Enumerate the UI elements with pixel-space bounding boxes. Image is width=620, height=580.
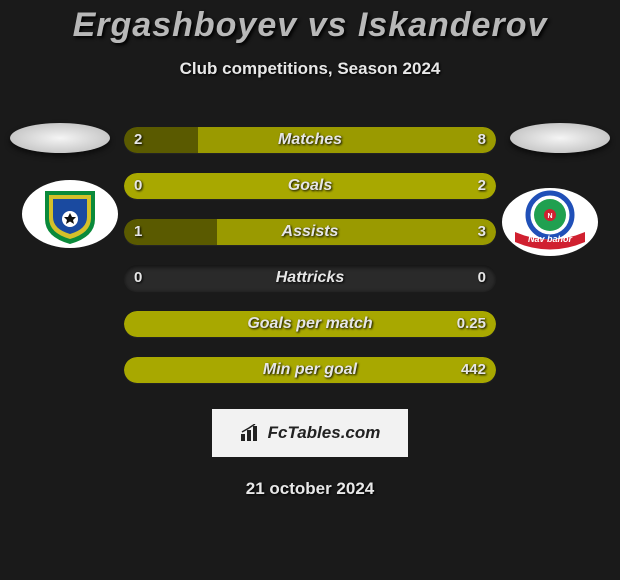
- stat-row: 28Matches: [124, 127, 496, 153]
- stat-value-left: 0: [134, 265, 142, 291]
- player-right-avatar: [510, 123, 610, 153]
- stat-value-left: 2: [134, 127, 142, 153]
- team-crest-right: N Nav bahor: [500, 187, 600, 257]
- chart-icon: [240, 424, 262, 442]
- stat-row: 0 0Hattricks: [124, 265, 496, 291]
- stat-value-right: 0: [478, 265, 486, 291]
- stat-value-left: 0: [134, 173, 142, 199]
- stat-row: 442Min per goal: [124, 357, 496, 383]
- stat-row: 02Goals: [124, 173, 496, 199]
- team-crest-left: [20, 179, 120, 249]
- player-left-avatar: [10, 123, 110, 153]
- stat-label: Hattricks: [124, 265, 496, 291]
- stat-value-right: 8: [478, 127, 486, 153]
- footer-date: 21 october 2024: [0, 479, 620, 499]
- stat-value-right: 442: [461, 357, 486, 383]
- subtitle: Club competitions, Season 2024: [0, 59, 620, 79]
- svg-text:Nav bahor: Nav bahor: [528, 234, 573, 244]
- stat-value-right: 3: [478, 219, 486, 245]
- page-title: Ergashboyev vs Iskanderov: [0, 0, 620, 45]
- footer-brand-badge: FcTables.com: [212, 409, 408, 457]
- stat-value-right: 0.25: [457, 311, 486, 337]
- stat-row: 0.25Goals per match: [124, 311, 496, 337]
- stat-row: 13Assists: [124, 219, 496, 245]
- stat-value-left: 1: [134, 219, 142, 245]
- stat-value-right: 2: [478, 173, 486, 199]
- footer-brand-text: FcTables.com: [268, 423, 381, 443]
- stats-area: N Nav bahor 28Matches02Goals13Assists00H…: [0, 127, 620, 397]
- svg-text:N: N: [547, 213, 552, 220]
